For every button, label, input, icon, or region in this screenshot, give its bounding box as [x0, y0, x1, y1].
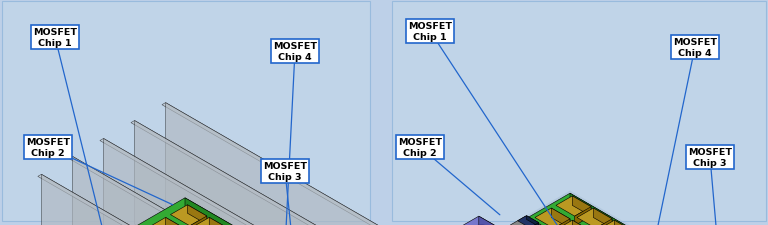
Polygon shape: [535, 208, 570, 225]
Text: MOSFET
Chip 1: MOSFET Chip 1: [408, 22, 452, 42]
Polygon shape: [72, 157, 315, 225]
Polygon shape: [511, 216, 545, 225]
Text: MOSFET
Chip 1: MOSFET Chip 1: [33, 28, 77, 48]
Polygon shape: [134, 121, 377, 225]
Polygon shape: [556, 196, 591, 216]
Polygon shape: [149, 217, 185, 225]
Polygon shape: [453, 216, 507, 225]
Polygon shape: [170, 205, 207, 225]
Polygon shape: [166, 217, 185, 225]
Polygon shape: [572, 220, 591, 225]
Polygon shape: [100, 139, 346, 225]
Polygon shape: [39, 198, 379, 225]
Polygon shape: [38, 175, 284, 225]
Polygon shape: [209, 217, 229, 225]
Text: MOSFET
Chip 4: MOSFET Chip 4: [273, 42, 317, 62]
Text: MOSFET
Chip 3: MOSFET Chip 3: [263, 161, 307, 181]
Polygon shape: [577, 208, 612, 225]
Polygon shape: [570, 193, 757, 225]
Polygon shape: [527, 216, 538, 225]
Polygon shape: [187, 205, 207, 224]
Polygon shape: [596, 219, 612, 225]
Bar: [2, 2, 370, 221]
Polygon shape: [614, 220, 633, 225]
Polygon shape: [190, 216, 207, 225]
Text: MOSFET
Chip 3: MOSFET Chip 3: [688, 147, 732, 167]
Polygon shape: [551, 208, 570, 225]
Polygon shape: [162, 103, 408, 225]
Polygon shape: [15, 195, 403, 225]
Polygon shape: [69, 157, 315, 225]
Polygon shape: [556, 220, 591, 225]
Polygon shape: [131, 121, 377, 225]
Text: MOSFET
Chip 2: MOSFET Chip 2: [398, 137, 442, 157]
Polygon shape: [525, 216, 545, 225]
Polygon shape: [518, 216, 538, 225]
Polygon shape: [594, 208, 612, 225]
Polygon shape: [598, 220, 633, 225]
Polygon shape: [41, 175, 284, 225]
Polygon shape: [478, 216, 507, 225]
Polygon shape: [192, 217, 229, 225]
Polygon shape: [166, 103, 408, 225]
Polygon shape: [554, 219, 570, 225]
Bar: [392, 2, 766, 221]
Text: MOSFET
Chip 2: MOSFET Chip 2: [26, 137, 70, 157]
Polygon shape: [574, 207, 591, 225]
Polygon shape: [530, 223, 538, 225]
Polygon shape: [104, 139, 346, 225]
Polygon shape: [430, 193, 757, 225]
Polygon shape: [572, 196, 591, 216]
Polygon shape: [185, 198, 379, 225]
Polygon shape: [406, 191, 768, 225]
Text: MOSFET
Chip 4: MOSFET Chip 4: [673, 38, 717, 58]
